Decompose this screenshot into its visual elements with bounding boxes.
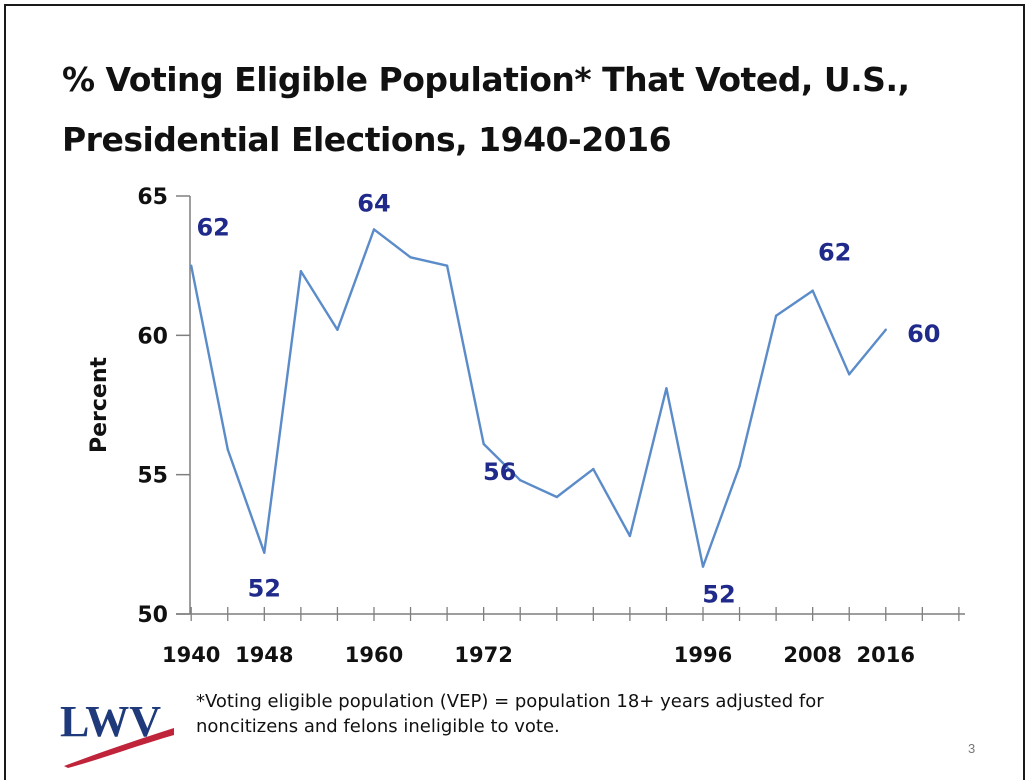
x-tick-label: 1972 [454, 643, 512, 667]
data-point [372, 228, 376, 231]
y-tick-label: 60 [137, 324, 168, 349]
x-tick-label: 2008 [783, 643, 841, 667]
data-point [519, 479, 522, 482]
data-point [738, 465, 741, 468]
data-label: 56 [483, 458, 516, 486]
data-label: 60 [907, 320, 940, 348]
data-point [884, 328, 887, 331]
data-point [226, 448, 229, 451]
data-point [482, 442, 485, 446]
data-point [555, 495, 558, 499]
footnote: *Voting eligible population (VEP) = popu… [196, 689, 956, 739]
lwv-logo: LWV [60, 697, 174, 768]
data-point [336, 328, 339, 331]
data-label: 62 [818, 239, 851, 267]
y-tick-label: 50 [137, 603, 168, 628]
data-point [774, 314, 778, 318]
data-point [848, 373, 851, 376]
page-number: 3 [968, 741, 976, 756]
y-axis-title: Percent [87, 357, 112, 454]
data-label: 52 [248, 575, 281, 603]
footnote-line-1: *Voting eligible population (VEP) = popu… [196, 691, 824, 712]
x-tick-label: 1996 [674, 643, 732, 667]
data-point [628, 534, 632, 538]
data-label: 62 [196, 214, 229, 242]
x-tick-label: 1948 [235, 643, 293, 667]
data-label: 52 [702, 581, 735, 609]
title-line-1: % Voting Eligible Population* That Voted… [62, 60, 910, 99]
y-tick-label: 55 [137, 464, 168, 489]
x-tick-label: 1960 [345, 643, 403, 667]
data-point [190, 264, 193, 267]
data-point [701, 565, 705, 568]
data-point [299, 270, 303, 273]
series-line [190, 228, 887, 568]
y-tick-label: 65 [137, 185, 168, 210]
x-tick-label: 1940 [162, 643, 220, 667]
x-tick-label: 2016 [857, 643, 915, 667]
data-point [811, 289, 814, 292]
data-point [665, 387, 668, 390]
data-label: 64 [357, 189, 390, 217]
data-point [592, 467, 595, 471]
slide-title: % Voting Eligible Population* That Voted… [62, 50, 992, 170]
data-point [409, 256, 412, 259]
footnote-line-2: noncitizens and felons ineligible to vot… [196, 716, 560, 737]
data-point [445, 264, 449, 267]
data-point [263, 551, 266, 554]
slide-frame [4, 4, 1025, 780]
title-line-2: Presidential Elections, 1940-2016 [62, 120, 672, 159]
logo-swoosh [64, 728, 174, 768]
